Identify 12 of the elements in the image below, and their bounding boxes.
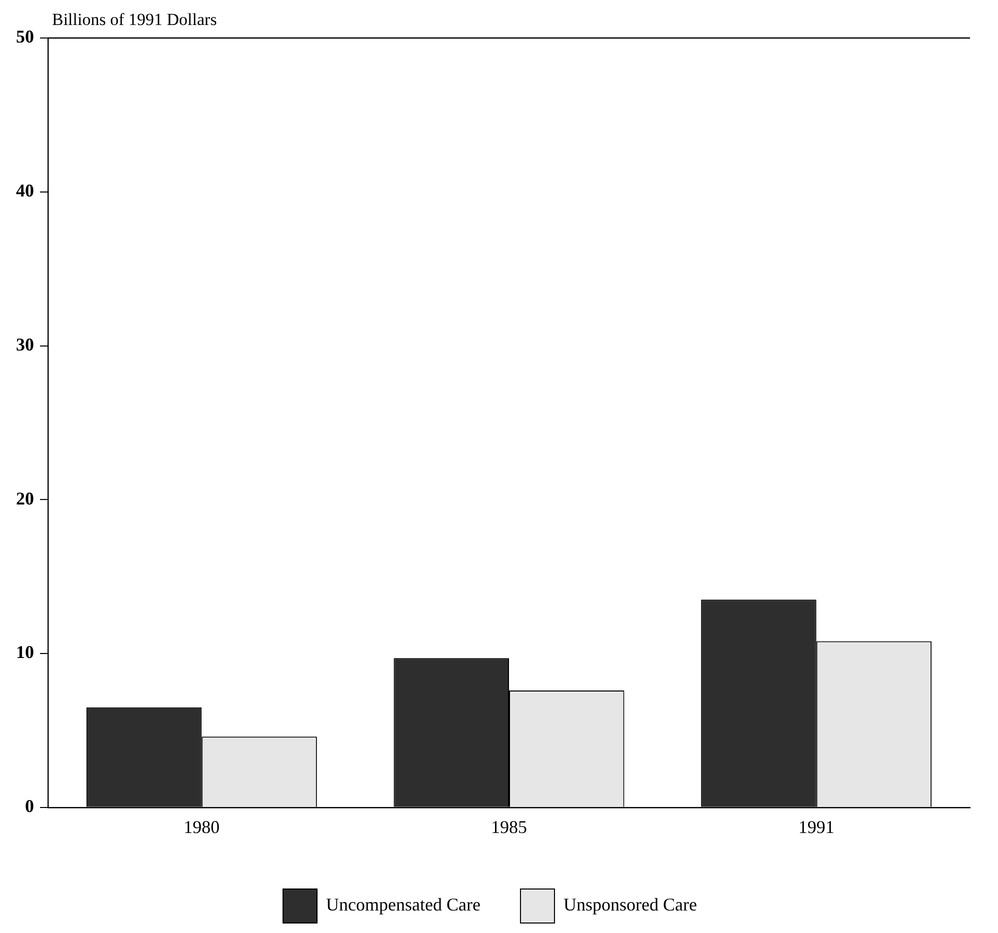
legend-label: Uncompensated Care [326, 894, 480, 915]
legend-label: Unsponsored Care [563, 894, 697, 915]
y-tick-label: 20 [16, 488, 34, 508]
y-axis-title: Billions of 1991 Dollars [52, 10, 217, 30]
y-tick-label: 10 [16, 642, 34, 662]
y-tick-label: 50 [16, 26, 34, 47]
x-tick-label: 1991 [798, 816, 834, 837]
y-tick-label: 40 [16, 180, 34, 201]
y-tick-label: 0 [25, 796, 34, 816]
y-tick-label: 30 [16, 334, 34, 354]
x-tick-label: 1980 [184, 816, 220, 837]
x-tick-label: 1985 [491, 816, 527, 837]
